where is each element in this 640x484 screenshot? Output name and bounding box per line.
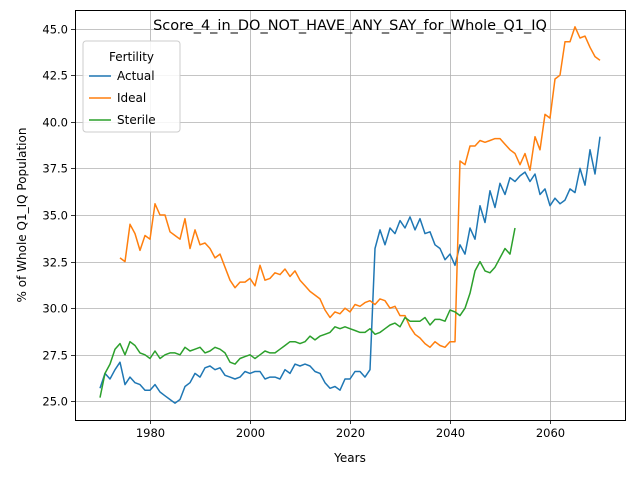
- y-tick-label: 37.5: [42, 162, 68, 176]
- y-tick-label: 27.5: [42, 349, 68, 363]
- series-lines: [99, 26, 601, 404]
- legend-label-ideal: Ideal: [117, 91, 146, 105]
- chart-title: Score_4_in_DO_NOT_HAVE_ANY_SAY_for_Whole…: [153, 18, 547, 34]
- y-tick-label: 30.0: [42, 302, 68, 316]
- x-tick-label: 1980: [136, 426, 165, 440]
- series-line-actual: [99, 136, 601, 404]
- grid: [75, 10, 625, 420]
- y-tick-label: 42.5: [42, 69, 68, 83]
- legend-box: [82, 40, 181, 133]
- y-tick-label: 32.5: [42, 256, 68, 270]
- axis-ticks: 1980 2000 2020 2040 2060 25.0 27.5 30.0 32.5 35.0…: [42, 23, 565, 441]
- legend-title: Fertility: [109, 50, 154, 64]
- x-tick-label: 2000: [236, 426, 265, 440]
- legend-label-sterile: Sterile: [117, 113, 156, 127]
- y-tick-label: 45.0: [42, 23, 68, 37]
- y-tick-label: 25.0: [42, 395, 68, 409]
- y-tick-label: 35.0: [42, 209, 68, 223]
- legend: Fertility Actual Ideal Sterile: [82, 40, 181, 133]
- series-line-ideal: [119, 26, 601, 349]
- x-tick-label: 2020: [336, 426, 365, 440]
- x-tick-label: 2060: [536, 426, 565, 440]
- legend-items: Actual Ideal Sterile: [89, 69, 156, 127]
- x-tick-label: 2040: [436, 426, 465, 440]
- x-axis-label: Years: [333, 451, 366, 465]
- y-tick-label: 40.0: [42, 116, 68, 130]
- legend-label-actual: Actual: [117, 69, 155, 83]
- series-line-sterile: [99, 227, 516, 398]
- y-axis-label: % of Whole Q1_IQ Population: [15, 128, 29, 303]
